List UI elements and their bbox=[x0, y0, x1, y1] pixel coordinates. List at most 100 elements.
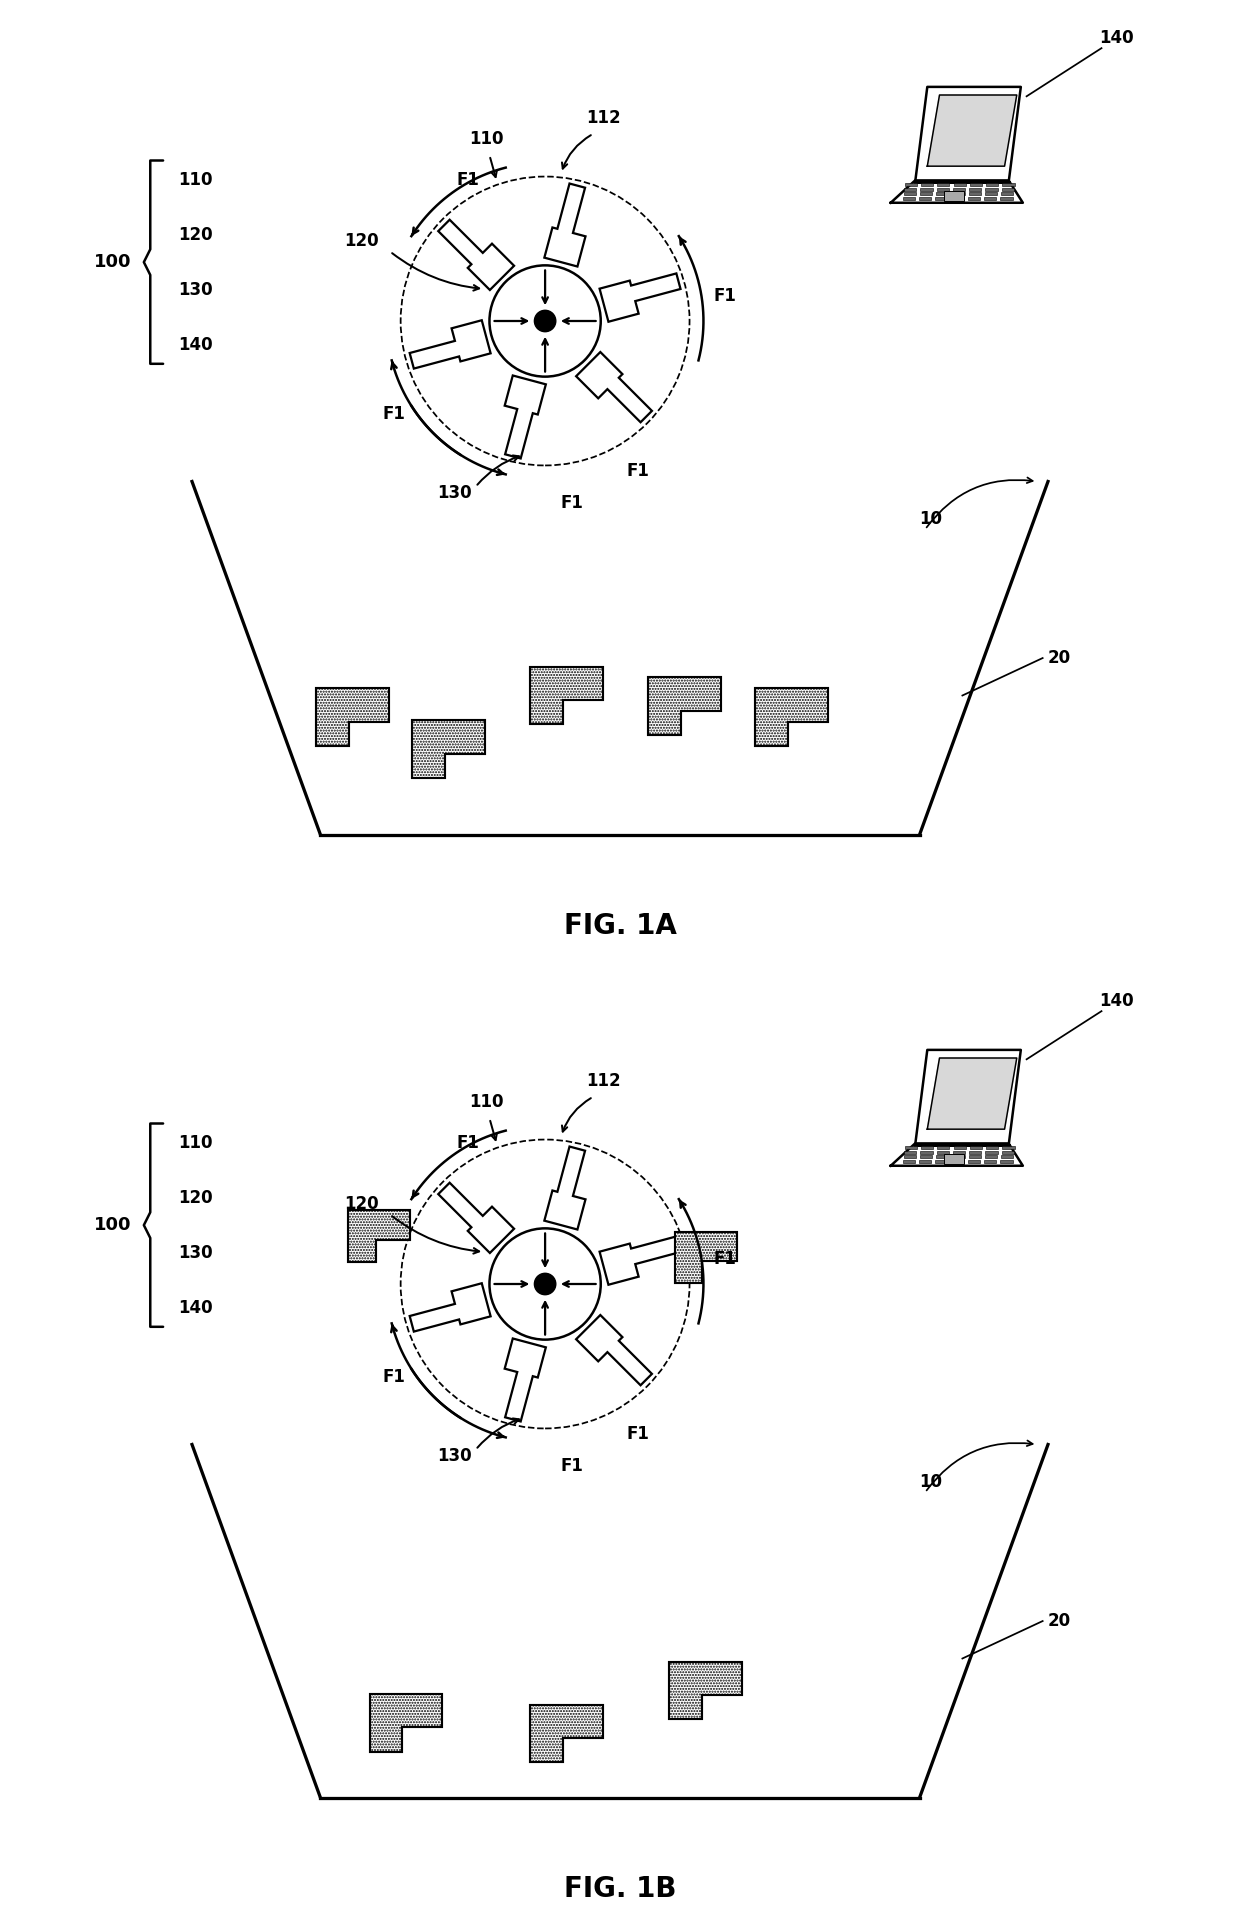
Bar bbox=[935, 1159, 947, 1163]
Text: 100: 100 bbox=[93, 1215, 131, 1235]
Bar bbox=[903, 1159, 915, 1163]
Bar bbox=[1002, 1150, 1014, 1154]
Bar bbox=[1001, 193, 1013, 195]
Bar bbox=[920, 187, 932, 191]
Bar bbox=[903, 196, 915, 200]
Bar bbox=[1002, 183, 1014, 187]
Polygon shape bbox=[915, 1050, 1021, 1146]
Text: 130: 130 bbox=[436, 483, 471, 501]
Text: FIG. 1A: FIG. 1A bbox=[563, 911, 677, 940]
Polygon shape bbox=[928, 1057, 1017, 1129]
Circle shape bbox=[534, 310, 556, 331]
Text: 130: 130 bbox=[436, 1446, 471, 1464]
Bar bbox=[986, 1146, 998, 1150]
Text: F1: F1 bbox=[456, 1134, 480, 1152]
Polygon shape bbox=[409, 320, 491, 368]
Text: 130: 130 bbox=[179, 281, 213, 299]
Text: 112: 112 bbox=[587, 1073, 621, 1090]
Polygon shape bbox=[316, 688, 389, 745]
Bar bbox=[968, 1159, 980, 1163]
Text: 140: 140 bbox=[1099, 29, 1133, 46]
Text: 110: 110 bbox=[469, 131, 503, 148]
Polygon shape bbox=[647, 678, 720, 736]
Bar bbox=[904, 187, 916, 191]
Bar bbox=[952, 187, 965, 191]
Bar bbox=[985, 196, 997, 200]
Text: F1: F1 bbox=[382, 404, 405, 424]
Text: FIG. 1B: FIG. 1B bbox=[564, 1874, 676, 1903]
Bar bbox=[952, 1150, 965, 1154]
Text: F1: F1 bbox=[382, 1367, 405, 1387]
Polygon shape bbox=[413, 720, 485, 778]
Bar bbox=[1002, 1146, 1014, 1150]
Bar bbox=[936, 187, 949, 191]
Text: F1: F1 bbox=[626, 462, 650, 480]
Bar bbox=[951, 196, 963, 200]
Bar bbox=[944, 191, 963, 200]
Text: 140: 140 bbox=[179, 335, 213, 354]
Bar bbox=[904, 1156, 915, 1158]
Polygon shape bbox=[890, 181, 1023, 202]
Polygon shape bbox=[675, 1231, 737, 1283]
Bar bbox=[968, 1156, 981, 1158]
Polygon shape bbox=[348, 1210, 410, 1262]
Bar bbox=[920, 193, 932, 195]
Bar bbox=[986, 1150, 998, 1154]
Bar bbox=[904, 1150, 916, 1154]
Text: 20: 20 bbox=[1048, 1612, 1071, 1631]
Polygon shape bbox=[505, 376, 546, 458]
Bar bbox=[905, 183, 916, 187]
Text: 112: 112 bbox=[587, 110, 621, 127]
Polygon shape bbox=[505, 1339, 546, 1421]
Polygon shape bbox=[577, 1315, 652, 1385]
Text: 10: 10 bbox=[920, 510, 942, 528]
Polygon shape bbox=[438, 220, 515, 291]
Bar bbox=[952, 193, 965, 195]
Bar bbox=[936, 1156, 949, 1158]
Text: 100: 100 bbox=[93, 252, 131, 272]
Bar bbox=[986, 183, 998, 187]
Polygon shape bbox=[544, 183, 585, 266]
Text: 120: 120 bbox=[179, 225, 213, 245]
Text: 120: 120 bbox=[179, 1188, 213, 1208]
Text: 140: 140 bbox=[1099, 992, 1133, 1009]
Text: 140: 140 bbox=[179, 1298, 213, 1317]
Text: 110: 110 bbox=[469, 1094, 503, 1111]
Polygon shape bbox=[600, 1236, 681, 1285]
Polygon shape bbox=[531, 666, 603, 724]
Polygon shape bbox=[600, 273, 681, 322]
Text: 120: 120 bbox=[345, 1196, 379, 1213]
Bar bbox=[970, 183, 982, 187]
Polygon shape bbox=[670, 1662, 742, 1720]
Bar bbox=[968, 193, 981, 195]
Polygon shape bbox=[928, 94, 1017, 166]
Circle shape bbox=[534, 1273, 556, 1294]
Bar bbox=[936, 193, 949, 195]
Text: 20: 20 bbox=[1048, 649, 1071, 668]
Polygon shape bbox=[915, 87, 1021, 183]
Bar bbox=[905, 1146, 916, 1150]
Bar bbox=[968, 196, 980, 200]
Bar bbox=[921, 1146, 934, 1150]
Polygon shape bbox=[409, 1283, 491, 1331]
Bar bbox=[1001, 196, 1013, 200]
Text: F1: F1 bbox=[560, 495, 583, 512]
Bar bbox=[952, 1156, 965, 1158]
Text: 120: 120 bbox=[345, 233, 379, 250]
Text: F1: F1 bbox=[560, 1458, 583, 1475]
Text: 130: 130 bbox=[179, 1244, 213, 1262]
Bar bbox=[944, 1154, 963, 1163]
Text: F1: F1 bbox=[713, 1250, 737, 1267]
Bar bbox=[951, 1159, 963, 1163]
Bar bbox=[985, 1156, 997, 1158]
Bar bbox=[920, 1150, 932, 1154]
Bar bbox=[954, 183, 966, 187]
Text: F1: F1 bbox=[713, 287, 737, 304]
Polygon shape bbox=[531, 1705, 603, 1762]
Text: 110: 110 bbox=[179, 171, 212, 189]
Polygon shape bbox=[370, 1693, 443, 1751]
Bar bbox=[954, 1146, 966, 1150]
Bar bbox=[904, 193, 915, 195]
Bar bbox=[985, 1159, 997, 1163]
Polygon shape bbox=[755, 688, 827, 745]
